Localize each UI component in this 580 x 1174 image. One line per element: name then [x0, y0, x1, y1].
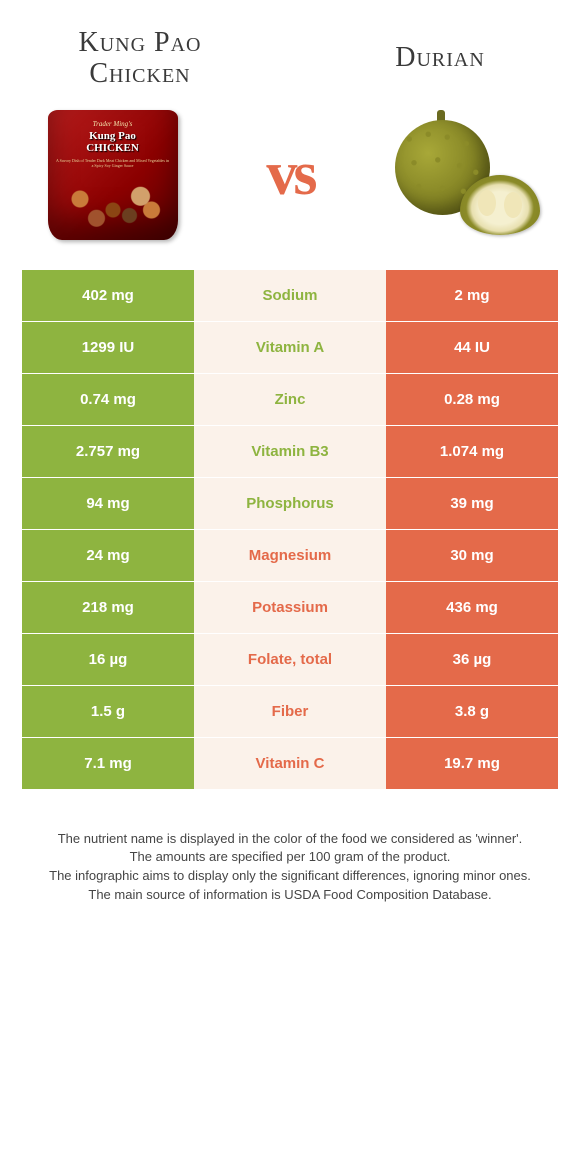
right-value-cell: 3.8 g — [386, 686, 558, 737]
nutrient-name-cell: Potassium — [194, 582, 386, 633]
right-value-cell: 30 mg — [386, 530, 558, 581]
table-row: 16 µgFolate, total36 µg — [22, 634, 558, 686]
footer-line-3: The infographic aims to display only the… — [28, 867, 552, 886]
nutrient-name-cell: Fiber — [194, 686, 386, 737]
nutrient-name-cell: Vitamin A — [194, 322, 386, 373]
left-food-title: Kung Pao Chicken — [40, 28, 240, 90]
table-row: 1.5 gFiber3.8 g — [22, 686, 558, 738]
right-food-title: Durian — [340, 43, 540, 74]
right-value-cell: 2 mg — [386, 270, 558, 321]
footer-notes: The nutrient name is displayed in the co… — [0, 790, 580, 905]
left-food-image: Trader Ming's Kung Pao CHICKEN A Savory … — [40, 110, 185, 240]
left-value-cell: 2.757 mg — [22, 426, 194, 477]
left-value-cell: 24 mg — [22, 530, 194, 581]
right-value-cell: 1.074 mg — [386, 426, 558, 477]
left-value-cell: 16 µg — [22, 634, 194, 685]
bag-brand: Trader Ming's — [93, 120, 133, 128]
nutrient-name-cell: Phosphorus — [194, 478, 386, 529]
vs-label: vs — [266, 139, 313, 210]
table-row: 2.757 mgVitamin B31.074 mg — [22, 426, 558, 478]
bag-description: A Savory Dish of Tender Dark Meat Chicke… — [48, 158, 178, 168]
right-value-cell: 36 µg — [386, 634, 558, 685]
durian-half-icon — [460, 175, 540, 235]
nutrient-name-cell: Vitamin B3 — [194, 426, 386, 477]
right-value-cell: 0.28 mg — [386, 374, 558, 425]
left-value-cell: 1299 IU — [22, 322, 194, 373]
left-value-cell: 1.5 g — [22, 686, 194, 737]
right-value-cell: 44 IU — [386, 322, 558, 373]
left-value-cell: 402 mg — [22, 270, 194, 321]
table-row: 1299 IUVitamin A44 IU — [22, 322, 558, 374]
table-row: 94 mgPhosphorus39 mg — [22, 478, 558, 530]
right-value-cell: 39 mg — [386, 478, 558, 529]
left-value-cell: 0.74 mg — [22, 374, 194, 425]
left-value-cell: 218 mg — [22, 582, 194, 633]
images-row: Trader Ming's Kung Pao CHICKEN A Savory … — [0, 100, 580, 270]
right-food-image — [395, 110, 540, 240]
footer-line-2: The amounts are specified per 100 gram o… — [28, 848, 552, 867]
table-row: 0.74 mgZinc0.28 mg — [22, 374, 558, 426]
left-title-line2: Chicken — [89, 58, 190, 89]
left-value-cell: 7.1 mg — [22, 738, 194, 789]
left-title-line1: Kung Pao — [78, 27, 201, 58]
footer-line-1: The nutrient name is displayed in the co… — [28, 830, 552, 849]
nutrient-name-cell: Folate, total — [194, 634, 386, 685]
footer-line-4: The main source of information is USDA F… — [28, 886, 552, 905]
nutrient-comparison-table: 402 mgSodium2 mg1299 IUVitamin A44 IU0.7… — [0, 270, 580, 790]
right-value-cell: 436 mg — [386, 582, 558, 633]
nutrient-name-cell: Sodium — [194, 270, 386, 321]
header-titles: Kung Pao Chicken Durian — [0, 0, 580, 100]
right-value-cell: 19.7 mg — [386, 738, 558, 789]
table-row: 218 mgPotassium436 mg — [22, 582, 558, 634]
bag-product-name: Kung Pao CHICKEN — [86, 130, 139, 154]
nutrient-name-cell: Vitamin C — [194, 738, 386, 789]
table-row: 24 mgMagnesium30 mg — [22, 530, 558, 582]
nutrient-name-cell: Magnesium — [194, 530, 386, 581]
kungpao-package-icon: Trader Ming's Kung Pao CHICKEN A Savory … — [48, 110, 178, 240]
left-value-cell: 94 mg — [22, 478, 194, 529]
table-row: 7.1 mgVitamin C19.7 mg — [22, 738, 558, 790]
durian-icon — [395, 110, 540, 240]
table-row: 402 mgSodium2 mg — [22, 270, 558, 322]
nutrient-name-cell: Zinc — [194, 374, 386, 425]
bag-food-texture-icon — [58, 177, 168, 232]
